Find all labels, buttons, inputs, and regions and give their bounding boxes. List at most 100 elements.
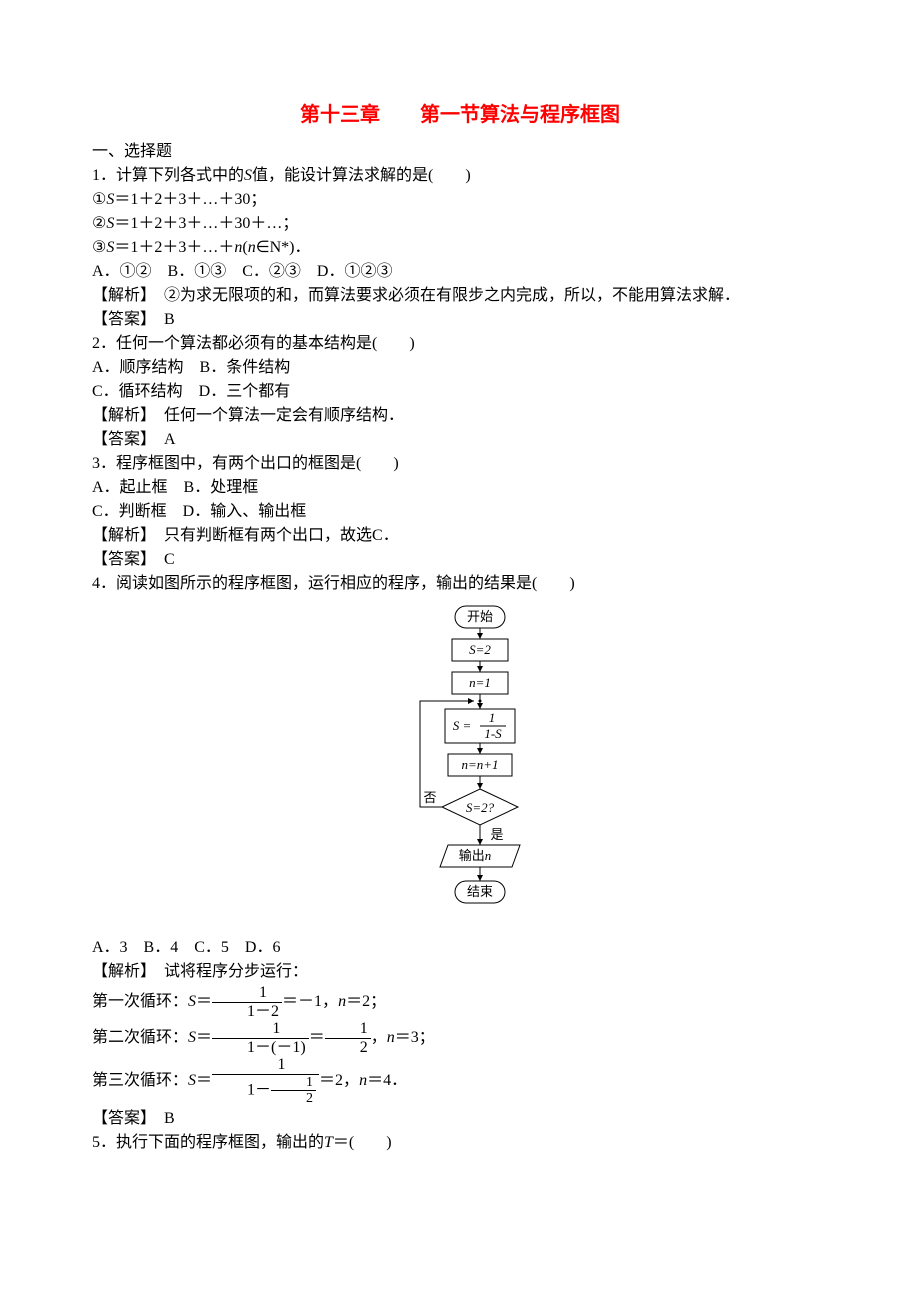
answer-label: 【答案】 (92, 1110, 148, 1127)
q4-loop2-s: S (188, 1029, 196, 1046)
q4-loop2-eq: ＝ (196, 1029, 212, 1046)
flowchart: 开始 S=2 n=1 S = 1 1-S n=n+1 S=2? 否 是 输出n (330, 601, 590, 931)
q4-analysis: 【解析】 试将程序分步运行： (60, 960, 860, 984)
flow-update-s-lhs: S = (453, 718, 472, 733)
q1-opt3-n2: n (248, 239, 256, 256)
q3-a: A．起止框 B．处理框 (60, 476, 860, 500)
answer-label: 【答案】 (92, 311, 148, 328)
q5-var: T (324, 1134, 333, 1151)
frac-num: 1 (212, 1020, 309, 1039)
flow-start: 开始 (467, 609, 493, 624)
flow-end: 结束 (467, 884, 493, 899)
q4-loop3: 第三次循环：S＝11－12＝2，n＝4． (60, 1056, 860, 1106)
q4-answer-text: B (148, 1110, 175, 1127)
q3-analysis-text: 只有判断框有两个出口，故选C． (148, 527, 399, 544)
q4-loop3-eq: ＝ (196, 1072, 212, 1089)
q5-stem-pre: 5．执行下面的程序框图，输出的 (92, 1134, 324, 1151)
q1-opt3-post3: ∈N*)． (256, 239, 311, 256)
flow-output-pre: 输出 (459, 848, 485, 863)
frac-den: 2 (271, 1091, 316, 1106)
q4-loop2-nval: ＝3； (395, 1029, 435, 1046)
den-pre: 1－ (247, 1039, 271, 1056)
frac-num: 1 (325, 1020, 371, 1039)
q4-loop1: 第一次循环：S＝11－2＝－1，n＝2； (60, 984, 860, 1020)
answer-label: 【答案】 (92, 551, 148, 568)
fraction: 11－12 (212, 1056, 319, 1106)
q4-choices: A．3 B．4 C．5 D．6 (60, 936, 860, 960)
q4-loop3-n: n (359, 1072, 367, 1089)
q4-loop1-eq: ＝ (196, 993, 212, 1010)
q4-analysis-intro: 试将程序分步运行： (148, 963, 308, 980)
q4-loop1-pre: 第一次循环： (92, 993, 188, 1010)
q4-loop3-post: ＝2， (319, 1072, 359, 1089)
q2-analysis-text: 任何一个算法一定会有顺序结构． (148, 407, 404, 424)
q2-stem: 2．任何一个算法都必须有的基本结构是( ) (60, 332, 860, 356)
q1-stem: 1．计算下列各式中的S值，能设计算法求解的是( ) (60, 164, 860, 188)
q3-analysis: 【解析】 只有判断框有两个出口，故选C． (60, 524, 860, 548)
q3-stem: 3．程序框图中，有两个出口的框图是( ) (60, 452, 860, 476)
q1-var: S (244, 167, 252, 184)
frac-den: 1－(－1) (212, 1039, 309, 1057)
section-header: 一、选择题 (60, 140, 860, 164)
frac-num: 1 (212, 984, 282, 1003)
flow-update-n: n=n+1 (461, 757, 498, 772)
chapter-title: 第十三章 第一节算法与程序框图 (60, 100, 860, 130)
q4-loop2: 第二次循环：S＝11－(－1)＝12，n＝3； (60, 1020, 860, 1056)
q3-c: C．判断框 D．输入、输出框 (60, 500, 860, 524)
q1-choices: A．①② B．①③ C．②③ D．①②③ (60, 260, 860, 284)
q2-analysis: 【解析】 任何一个算法一定会有顺序结构． (60, 404, 860, 428)
q4-loop3-s: S (188, 1072, 196, 1089)
svg-text:输出n: 输出n (459, 848, 492, 863)
frac-den: 2 (325, 1039, 371, 1057)
q1-stem-text: 1．计算下列各式中的 (92, 167, 244, 184)
q2-answer: 【答案】 A (60, 428, 860, 452)
q2-c: C．循环结构 D．三个都有 (60, 380, 860, 404)
flow-update-s-num: 1 (489, 710, 496, 725)
fraction: 11－(－1) (212, 1020, 309, 1056)
analysis-label: 【解析】 (92, 527, 148, 544)
q4-loop1-nval: ＝2； (346, 993, 386, 1010)
q1-analysis: 【解析】 ②为求无限项的和，而算法要求必须在有限步之内完成，所以，不能用算法求解… (60, 284, 860, 308)
flow-init-s: S=2 (469, 642, 491, 657)
q3-answer: 【答案】 C (60, 548, 860, 572)
flow-update-s-den: 1-S (484, 726, 502, 741)
q1-opt1: ①S＝1＋2＋3＋…＋30； (60, 188, 860, 212)
fraction: 12 (325, 1020, 371, 1056)
q4-loop1-n: n (338, 993, 346, 1010)
q1-opt2: ②S＝1＋2＋3＋…＋30＋…； (60, 212, 860, 236)
frac-den: 1－2 (212, 1003, 282, 1021)
q4-loop2-mid: ＝ (309, 1029, 325, 1046)
fraction: 11－2 (212, 984, 282, 1020)
q5-stem-post: ＝( ) (333, 1134, 392, 1151)
q2-a: A．顺序结构 B．条件结构 (60, 356, 860, 380)
analysis-label: 【解析】 (92, 407, 148, 424)
fraction: 12 (271, 1075, 316, 1107)
q1-opt2-post: ＝1＋2＋3＋…＋30＋…； (114, 215, 298, 232)
answer-label: 【答案】 (92, 431, 148, 448)
frac-num: 1 (271, 1075, 316, 1091)
q1-opt3: ③S＝1＋2＋3＋…＋n(n∈N*)． (60, 236, 860, 260)
q4-loop2-n: n (387, 1029, 395, 1046)
q1-analysis-text: ②为求无限项的和，而算法要求必须在有限步之内完成，所以，不能用算法求解． (148, 287, 740, 304)
flow-init-n: n=1 (469, 675, 491, 690)
flow-no: 否 (423, 790, 436, 805)
q1-opt3-post: ＝1＋2＋3＋…＋ (114, 239, 234, 256)
q4-loop1-post: ＝－1， (282, 993, 338, 1010)
q1-opt1-post: ＝1＋2＋3＋…＋30； (114, 191, 266, 208)
q1-answer-text: B (148, 311, 175, 328)
q2-answer-text: A (148, 431, 176, 448)
q1-answer: 【答案】 B (60, 308, 860, 332)
flow-output-var: n (485, 848, 492, 863)
analysis-label: 【解析】 (92, 963, 148, 980)
den-pre: 1－ (247, 1082, 271, 1099)
frac-den: 1－12 (212, 1075, 319, 1107)
q1-opt1-pre: ① (92, 191, 106, 208)
q1-opt2-pre: ② (92, 215, 106, 232)
q4-loop1-s: S (188, 993, 196, 1010)
q4-answer: 【答案】 B (60, 1107, 860, 1131)
q1-stem2: 值，能设计算法求解的是( ) (252, 167, 471, 184)
frac-num: 1 (212, 1056, 319, 1075)
den-paren: －1 (276, 1039, 300, 1056)
flow-yes: 是 (490, 827, 503, 842)
q4-loop2-post: ， (371, 1029, 387, 1046)
